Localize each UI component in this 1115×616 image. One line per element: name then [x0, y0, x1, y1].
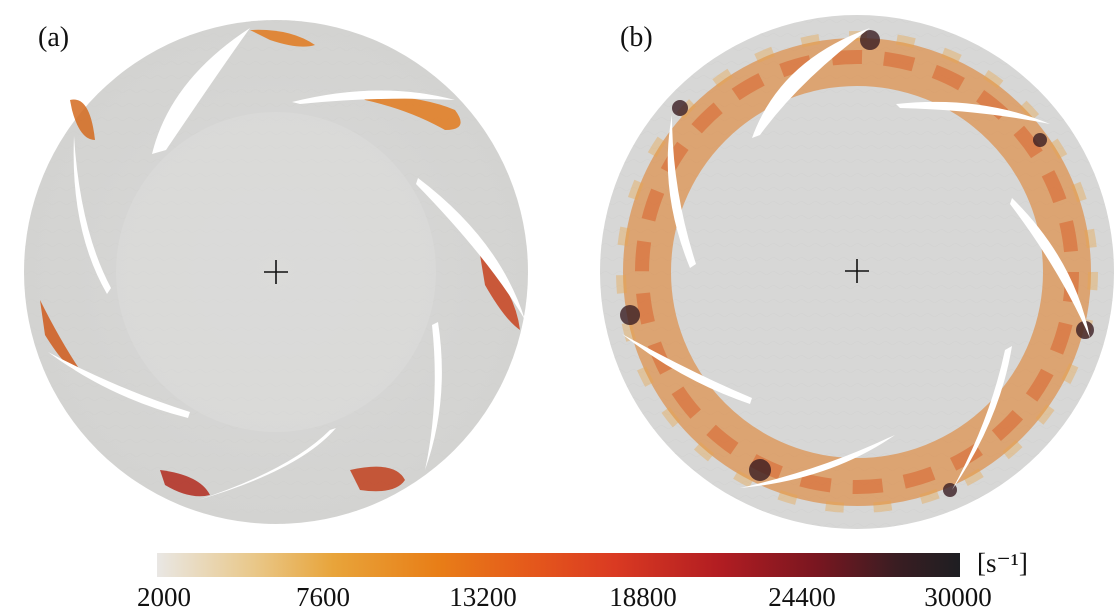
colorbar-tick-label: 18800: [609, 582, 677, 612]
vorticity-streaks-a: [40, 29, 520, 497]
colorbar-tick-label: 2000: [137, 582, 191, 612]
blades-a: [48, 28, 525, 500]
colorbar-tick-label: 24400: [768, 582, 836, 612]
colorbar-tick-label: 13200: [449, 582, 517, 612]
colorbar-tick-label: 7600: [296, 582, 350, 612]
center-marker-a: [264, 260, 288, 284]
colorbar-tick-label: 30000: [924, 582, 992, 612]
colorbar: [157, 553, 960, 577]
colorbar-unit-label: [s⁻¹]: [977, 548, 1028, 578]
blades-b: [622, 28, 1090, 490]
panel-label-b: (b): [620, 22, 653, 53]
panel-label-a: (a): [38, 22, 70, 53]
center-marker-b: [845, 259, 869, 283]
vorticity-hotspots-b: [620, 30, 1094, 497]
